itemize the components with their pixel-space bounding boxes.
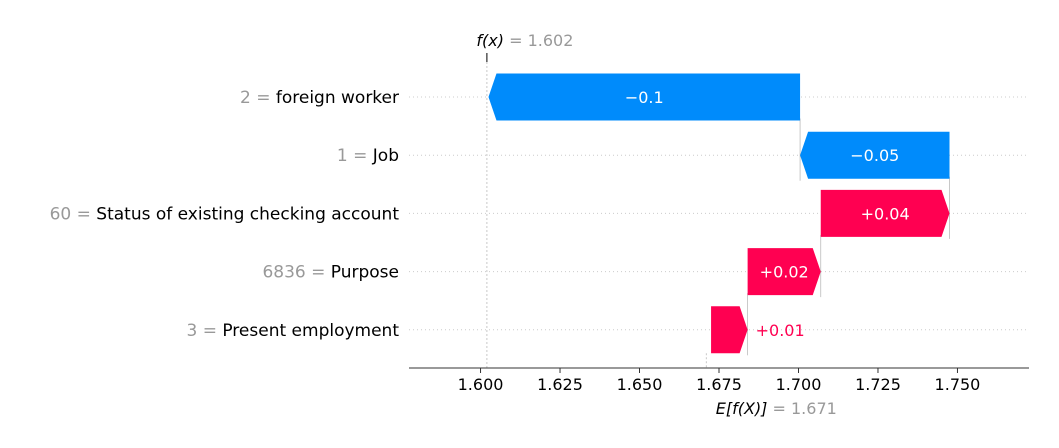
fx-annotation: f(x) = 1.602 <box>476 31 573 50</box>
x-tick-label: 1.750 <box>935 375 981 394</box>
base-value-annotation: E[f(X)] = 1.671 <box>716 399 837 418</box>
feature-label: 60 = Status of existing checking account <box>50 204 400 224</box>
bar-value-label: −0.05 <box>850 146 899 165</box>
positive-contribution-bar <box>747 248 821 296</box>
x-tick-label: 1.625 <box>537 375 583 394</box>
feature-label: 3 = Present employment <box>186 321 399 341</box>
x-tick-label: 1.725 <box>855 375 901 394</box>
bar-value-label: +0.04 <box>861 204 910 223</box>
positive-contribution-bar <box>711 306 748 354</box>
x-tick-label: 1.600 <box>458 375 504 394</box>
bar-value-label: +0.02 <box>760 263 809 282</box>
bar-value-label: +0.01 <box>756 321 805 340</box>
x-tick-label: 1.700 <box>776 375 822 394</box>
positive-contribution-bar <box>820 189 950 237</box>
feature-label: 1 = Job <box>337 146 399 166</box>
x-tick-label: 1.650 <box>617 375 663 394</box>
bar-value-label: −0.1 <box>625 88 664 107</box>
feature-label: 6836 = Purpose <box>262 263 399 283</box>
feature-label: 2 = foreign worker <box>240 88 399 108</box>
negative-contribution-bar <box>488 73 801 121</box>
negative-contribution-bar <box>800 131 950 179</box>
x-tick-label: 1.675 <box>696 375 742 394</box>
